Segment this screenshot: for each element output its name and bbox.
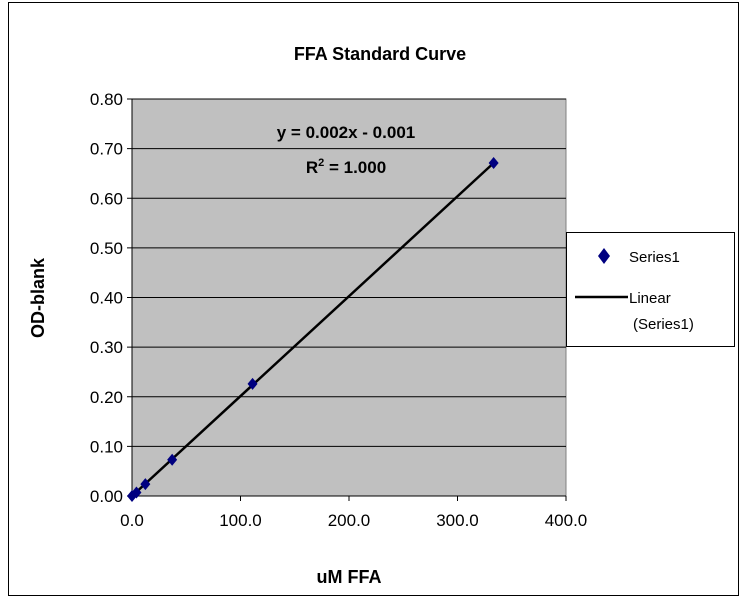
y-tick-labels: 0.00 0.10 0.20 0.30 0.40 0.50 0.60 0.70 0.80 — [90, 90, 123, 506]
x-axis-title: uM FFA — [317, 567, 382, 587]
y-tick-label: 0.20 — [90, 388, 123, 407]
points-layer — [127, 157, 499, 502]
plot-area — [127, 98, 567, 502]
legend: Series1 Linear (Series1) — [566, 232, 735, 347]
data-point — [488, 157, 499, 170]
y-tick-label: 0.10 — [90, 437, 123, 456]
legend-trendline-label-line2: (Series1) — [633, 316, 694, 333]
data-point — [140, 478, 151, 491]
r-squared-value: = 1.000 — [324, 158, 386, 177]
x-tick-labels: 0.0 100.0 200.0 300.0 400.0 — [120, 511, 587, 530]
y-tick-label: 0.70 — [90, 140, 123, 159]
y-tick-label: 0.40 — [90, 289, 123, 308]
data-point — [131, 486, 142, 499]
gridlines — [127, 98, 567, 501]
r-squared-prefix: R — [306, 158, 318, 177]
y-tick-label: 0.50 — [90, 239, 123, 258]
y-tick-label: 0.30 — [90, 338, 123, 357]
trendline — [131, 162, 495, 497]
y-axis-title: OD-blank — [28, 257, 48, 338]
legend-series-label: Series1 — [629, 249, 680, 266]
chart-title: FFA Standard Curve — [294, 44, 466, 64]
x-tick-label: 200.0 — [328, 511, 371, 530]
y-tick-label: 0.80 — [90, 90, 123, 109]
data-point — [167, 453, 178, 466]
trendline-equation: y = 0.002x - 0.001 — [277, 123, 415, 142]
trendline-layer — [131, 162, 495, 497]
y-tick-label: 0.60 — [90, 189, 123, 208]
x-tick-label: 100.0 — [219, 511, 262, 530]
x-tick-label: 300.0 — [436, 511, 479, 530]
x-tick-label: 400.0 — [545, 511, 588, 530]
legend-box — [566, 232, 735, 347]
legend-trendline-label-line1: Linear — [629, 290, 671, 307]
r-squared-label: R2 = 1.000 — [306, 157, 386, 177]
y-tick-label: 0.00 — [90, 487, 123, 506]
axes — [131, 99, 566, 497]
x-tick-label: 0.0 — [120, 511, 144, 530]
data-point — [247, 377, 258, 390]
r-squared-superscript: 2 — [318, 157, 324, 169]
legend-series-marker — [598, 248, 610, 264]
